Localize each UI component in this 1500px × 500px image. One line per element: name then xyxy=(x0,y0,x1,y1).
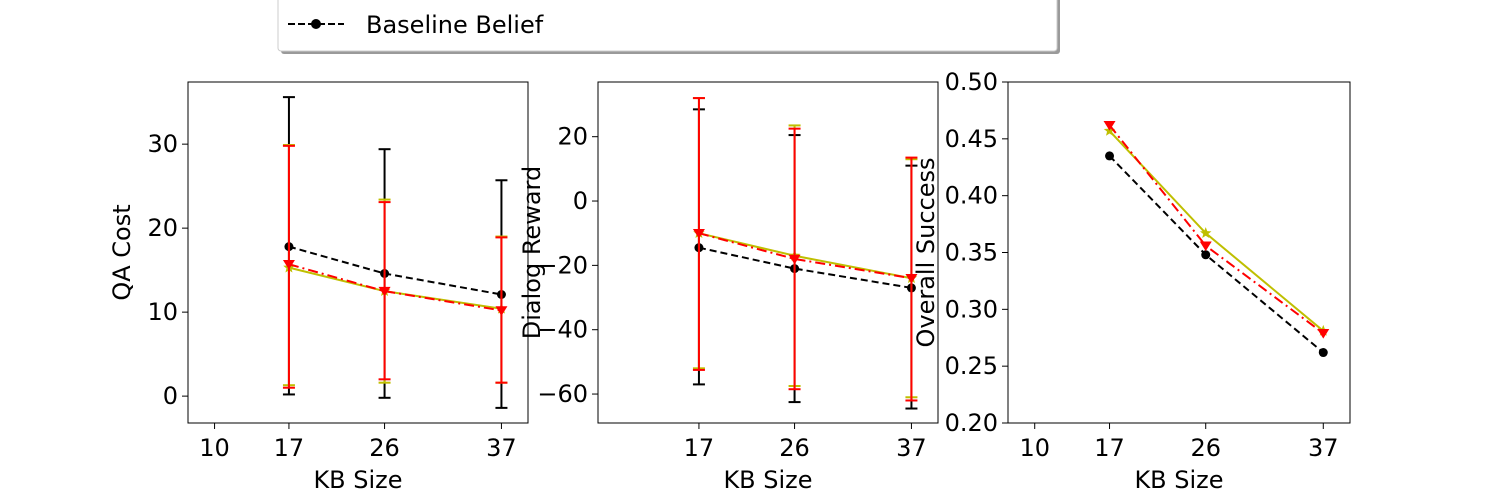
x-axis-label: KB Size xyxy=(313,466,402,494)
series-triangle-down-point xyxy=(1103,120,1116,131)
x-tick-label-26: 26 xyxy=(779,434,810,462)
series-triangle-down-point xyxy=(378,286,391,297)
series-circle-point xyxy=(1318,348,1328,358)
x-tick-label-10: 10 xyxy=(199,434,230,462)
series-triangle-down-point xyxy=(788,254,801,265)
series-circle-line xyxy=(698,246,912,289)
y-tick-label-0-25: 0.25 xyxy=(945,352,998,380)
series-star-point xyxy=(1200,227,1212,239)
y-tick-label-0-40: 0.40 xyxy=(945,182,998,210)
series-star-line xyxy=(288,266,502,310)
qa-cost-panel: 10 17 26 37 0 10 20 30 KB Size QA Cost xyxy=(108,81,529,494)
y-tick-label-0-20: 0.20 xyxy=(945,409,998,437)
y-axis-label: Overall Success xyxy=(912,157,940,347)
dialog-reward-panel: 17 26 37 −60 −40 −20 0 20 KB Size Dialog Reward xyxy=(518,81,939,494)
series-triangle-down-line xyxy=(1108,124,1324,335)
legend-label-baseline-belief: Baseline Belief xyxy=(366,11,544,39)
legend-box xyxy=(277,0,1058,52)
series-triangle-down-point xyxy=(282,260,295,270)
series-triangle-down-point xyxy=(905,274,918,284)
x-tick-label-17: 17 xyxy=(684,434,715,462)
series-triangle-down-point xyxy=(1317,329,1330,339)
y-axis-label: QA Cost xyxy=(108,204,136,300)
x-axis-label: KB Size xyxy=(723,466,812,494)
y-tick-label-0-45: 0.45 xyxy=(945,125,998,153)
y-tick-label-40: −40 xyxy=(537,316,588,344)
y-tick-label-0: 0 xyxy=(573,187,588,215)
x-tick-label-37: 37 xyxy=(1308,434,1339,462)
series-star-line xyxy=(698,232,912,280)
plot-frame xyxy=(187,81,529,424)
series-triangle-down-point xyxy=(692,228,705,239)
x-tick-label-26: 26 xyxy=(1190,434,1221,462)
overall-success-panel: 10 17 26 37 0.20 0.25 0.30 0.35 0.40 0.45 0.50 KB S… xyxy=(912,68,1351,494)
y-tick-label-20: −20 xyxy=(537,251,588,279)
series-circle-point xyxy=(1201,250,1211,260)
plot-frame xyxy=(597,81,939,424)
series-star-line xyxy=(1108,130,1324,332)
y-tick-label-10: 10 xyxy=(147,298,178,326)
series-triangle-down-point xyxy=(1199,241,1212,252)
x-tick-label-10: 10 xyxy=(1019,434,1050,462)
legend-swatch-marker xyxy=(311,19,321,29)
series-circle-line xyxy=(288,245,502,296)
plot-frame xyxy=(1007,81,1351,424)
y-tick-label-30: 30 xyxy=(147,130,178,158)
y-tick-label-60: −60 xyxy=(537,380,588,408)
series-circle-point xyxy=(1105,151,1115,161)
y-tick-label-0-50: 0.50 xyxy=(945,68,998,96)
x-axis-label: KB Size xyxy=(1134,466,1223,494)
x-tick-label-37: 37 xyxy=(486,434,517,462)
y-tick-label-0: 0 xyxy=(163,382,178,410)
y-tick-label-0-30: 0.30 xyxy=(945,295,998,323)
x-tick-label-26: 26 xyxy=(369,434,400,462)
y-tick-label-0-35: 0.35 xyxy=(945,239,998,267)
x-tick-label-17: 17 xyxy=(274,434,305,462)
x-tick-label-17: 17 xyxy=(1094,434,1125,462)
y-tick-label-20: 20 xyxy=(557,123,588,151)
series-triangle-down-point xyxy=(495,306,508,316)
legend: Baseline Belief xyxy=(277,0,1060,54)
x-tick-label-37: 37 xyxy=(896,434,927,462)
y-tick-label-20: 20 xyxy=(147,214,178,242)
y-axis-label: Dialog Reward xyxy=(518,166,546,339)
